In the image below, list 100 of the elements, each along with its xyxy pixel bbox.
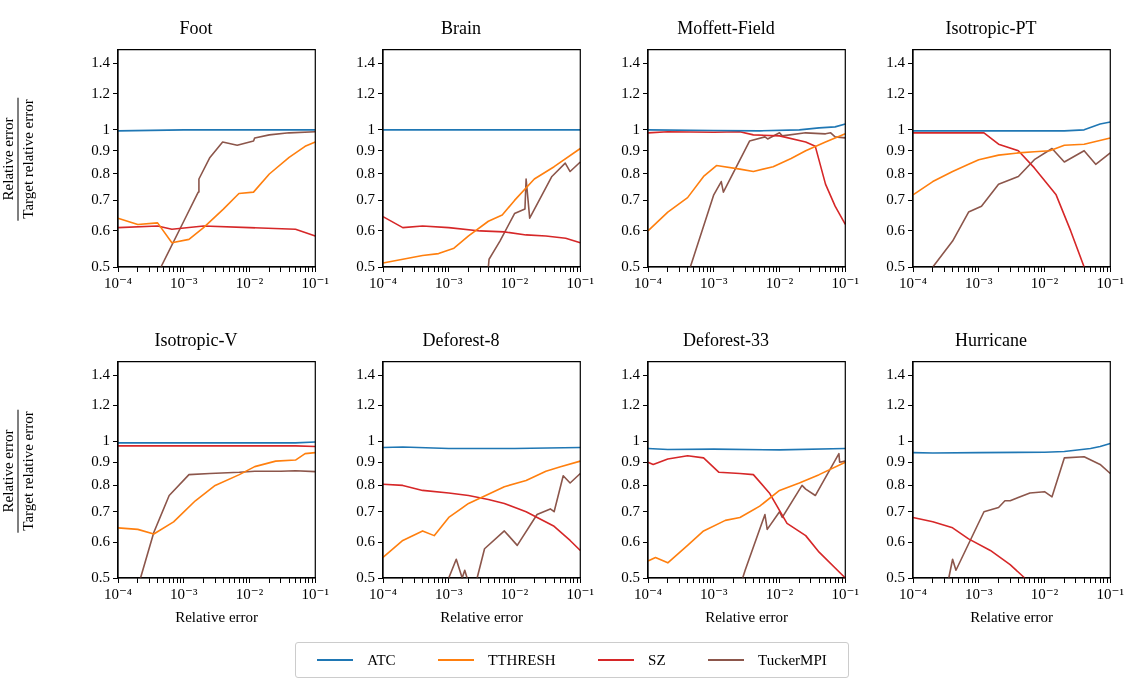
y-tick-label: 0.8 — [91, 164, 110, 181]
y-tick-label: 0.5 — [356, 257, 375, 274]
x-tick-label: 10⁻² — [765, 585, 794, 602]
y-axis-title: Relative error Target relative error — [0, 410, 37, 533]
y-tick-label: 0.7 — [356, 191, 376, 208]
x-tick-label: 10⁻⁴ — [898, 274, 928, 291]
x-tick-label: 10⁻² — [765, 274, 794, 291]
y-tick-label: 0.7 — [886, 191, 906, 208]
y-tick-label: 1 — [367, 120, 375, 137]
y-tick-label: 1.4 — [356, 366, 376, 383]
x-tick-label: 10⁻³ — [700, 274, 728, 291]
x-tick-label: 10⁻⁴ — [898, 585, 928, 602]
y-tick-label: 0.6 — [356, 533, 376, 550]
legend-label: TTHRESH — [488, 651, 556, 669]
y-tick-label: 1.2 — [886, 84, 905, 101]
y-tick-label: 1 — [102, 432, 110, 449]
legend-label: TuckerMPI — [758, 651, 827, 669]
y-tick-label: 1.4 — [886, 366, 906, 383]
y-tick-label: 0.5 — [356, 568, 375, 585]
x-tick-label: 10⁻⁴ — [368, 585, 398, 602]
y-tick-label: 0.9 — [886, 453, 905, 470]
y-tick-label: 1 — [367, 432, 375, 449]
y-tick-label: 0.8 — [356, 164, 375, 181]
y-tick-label: 1.2 — [621, 84, 640, 101]
y-tick-label: 1.4 — [91, 366, 111, 383]
legend-label: SZ — [648, 651, 666, 669]
x-tick-label: 10⁻¹ — [566, 274, 594, 291]
y-tick-label: 0.6 — [356, 221, 376, 238]
x-tick-label: 10⁻² — [235, 585, 264, 602]
y-tick-label: 0.6 — [91, 221, 111, 238]
y-tick-label: 0.8 — [621, 476, 640, 493]
x-tick-label: 10⁻² — [1030, 274, 1059, 291]
x-tick-label: 10⁻¹ — [301, 274, 329, 291]
y-tick-label: 0.7 — [621, 502, 641, 519]
y-tick-label: 0.9 — [356, 453, 375, 470]
x-tick-label: 10⁻¹ — [566, 585, 594, 602]
y-tick-label: 0.5 — [886, 568, 905, 585]
y-tick-label: 0.9 — [91, 453, 110, 470]
y-tick-label: 0.8 — [621, 164, 640, 181]
y-tick-label: 1 — [632, 432, 640, 449]
y-tick-label: 0.5 — [621, 568, 640, 585]
chart-title: Moffett-Field — [677, 17, 775, 38]
x-tick-label: 10⁻¹ — [831, 274, 859, 291]
x-tick-label: 10⁻¹ — [831, 585, 859, 602]
chart-title: Deforest-8 — [422, 329, 500, 350]
y-tick-label: 0.9 — [621, 453, 640, 470]
y-tick-label: 1.2 — [621, 396, 640, 413]
x-tick-label: 10⁻¹ — [1096, 274, 1124, 291]
x-tick-label: 10⁻⁴ — [633, 585, 663, 602]
y-tick-label: 1.2 — [356, 84, 375, 101]
y-tick-label: 0.9 — [91, 141, 110, 158]
chart-title: Isotropic-V — [154, 329, 238, 350]
chart-title: Foot — [179, 17, 213, 38]
y-tick-label: 0.8 — [356, 476, 375, 493]
x-tick-label: 10⁻² — [235, 274, 264, 291]
x-tick-label: 10⁻⁴ — [633, 274, 663, 291]
chart-title: Brain — [441, 17, 481, 38]
y-tick-label: 0.8 — [91, 476, 110, 493]
y-tick-label: 1.4 — [621, 366, 641, 383]
y-tick-label: 1.4 — [621, 54, 641, 71]
x-axis-title: Relative error — [705, 608, 789, 625]
chart-title: Isotropic-PT — [945, 17, 1037, 38]
x-tick-label: 10⁻³ — [965, 274, 993, 291]
x-tick-label: 10⁻¹ — [301, 585, 329, 602]
x-tick-label: 10⁻³ — [170, 585, 198, 602]
x-axis-title: Relative error — [970, 608, 1054, 625]
y-tick-label: 0.9 — [621, 141, 640, 158]
y-tick-label: 0.5 — [91, 257, 110, 274]
x-tick-label: 10⁻³ — [435, 585, 463, 602]
chart-title: Deforest-33 — [683, 329, 769, 350]
y-tick-label: 1.2 — [91, 396, 110, 413]
y-tick-label: 0.5 — [621, 257, 640, 274]
y-tick-label: 0.7 — [356, 502, 376, 519]
y-tick-label: 0.6 — [886, 533, 906, 550]
y-tick-label: 0.8 — [886, 476, 905, 493]
y-tick-label: 0.7 — [886, 502, 906, 519]
y-tick-label: 0.6 — [886, 221, 906, 238]
y-tick-label: 1.4 — [886, 54, 906, 71]
x-tick-label: 10⁻² — [1030, 585, 1059, 602]
y-tick-label: 1 — [897, 432, 905, 449]
y-tick-label: 0.9 — [886, 141, 905, 158]
y-tick-label: 0.5 — [91, 568, 110, 585]
x-axis-title: Relative error — [440, 608, 524, 625]
y-axis-title: Relative error Target relative error — [0, 98, 37, 221]
y-tick-label: 1.2 — [886, 396, 905, 413]
y-tick-label: 0.7 — [621, 191, 641, 208]
y-tick-label: 1.2 — [91, 84, 110, 101]
x-tick-label: 10⁻³ — [700, 585, 728, 602]
y-tick-label: 0.7 — [91, 191, 111, 208]
y-tick-label: 1 — [102, 120, 110, 137]
y-tick-label: 1.2 — [356, 396, 375, 413]
y-tick-label: 0.6 — [91, 533, 111, 550]
y-tick-label: 0.9 — [356, 141, 375, 158]
x-tick-label: 10⁻⁴ — [368, 274, 398, 291]
y-tick-label: 0.7 — [91, 502, 111, 519]
y-tick-label: 1 — [632, 120, 640, 137]
x-tick-label: 10⁻⁴ — [103, 274, 133, 291]
x-tick-label: 10⁻² — [500, 585, 529, 602]
x-axis-title: Relative error — [175, 608, 259, 625]
x-tick-label: 10⁻³ — [965, 585, 993, 602]
